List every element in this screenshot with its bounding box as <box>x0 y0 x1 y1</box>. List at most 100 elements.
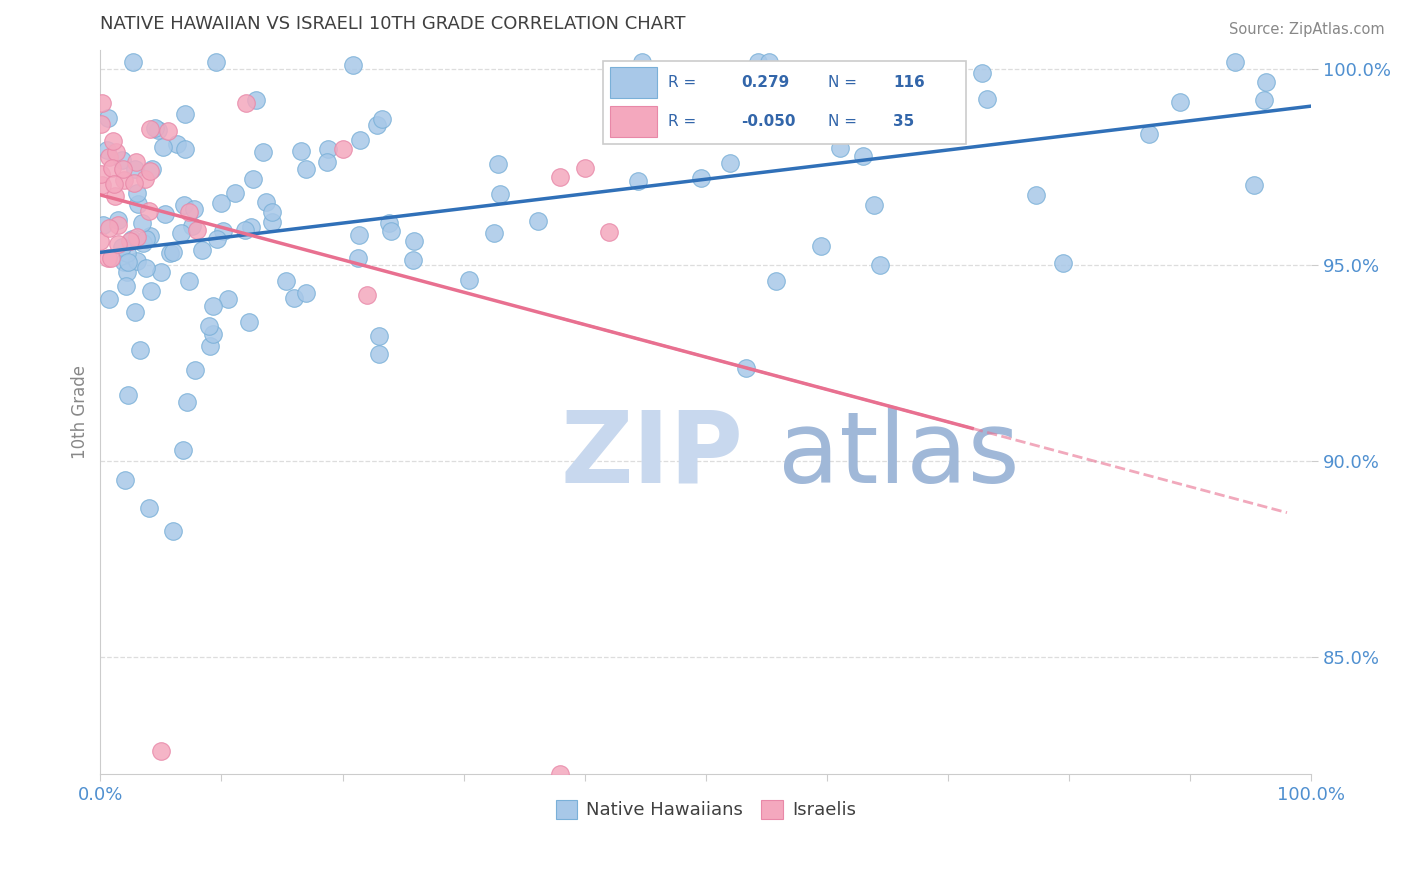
Point <box>758 54 780 69</box>
Text: N =: N = <box>828 75 858 90</box>
Point <box>131 236 153 251</box>
Point <box>402 252 425 267</box>
Point <box>190 243 212 257</box>
Point <box>177 205 200 219</box>
Point <box>198 319 221 334</box>
Point <box>122 176 145 190</box>
Text: 0.279: 0.279 <box>741 75 789 90</box>
Point <box>233 223 256 237</box>
Point <box>120 234 142 248</box>
Point <box>378 216 401 230</box>
Point <box>103 177 125 191</box>
Point <box>526 214 548 228</box>
Point <box>111 153 134 168</box>
Point <box>1253 93 1275 107</box>
Point <box>166 137 188 152</box>
Point <box>139 122 162 136</box>
Point <box>176 395 198 409</box>
Point <box>148 123 170 137</box>
Text: 35: 35 <box>893 114 915 129</box>
Point <box>107 213 129 227</box>
Point <box>97 150 120 164</box>
Point <box>104 145 127 160</box>
Point <box>972 66 994 80</box>
Point <box>149 744 172 758</box>
Point <box>170 226 193 240</box>
Point <box>205 54 228 69</box>
Point <box>111 240 134 254</box>
Point <box>486 157 509 171</box>
Point <box>141 162 163 177</box>
Point <box>149 265 172 279</box>
Point <box>765 274 787 288</box>
Point <box>179 274 201 288</box>
Point <box>117 388 139 402</box>
Point <box>112 162 135 177</box>
Point <box>90 118 112 132</box>
Point <box>484 226 506 240</box>
Point <box>114 474 136 488</box>
Point <box>97 251 120 265</box>
Point <box>862 198 884 212</box>
Point <box>96 144 118 158</box>
Point <box>127 197 149 211</box>
Point <box>349 132 371 146</box>
Point <box>316 142 339 156</box>
Point <box>245 93 267 107</box>
Point <box>114 278 136 293</box>
FancyBboxPatch shape <box>603 61 966 144</box>
FancyBboxPatch shape <box>610 105 658 137</box>
Text: -0.050: -0.050 <box>741 114 796 129</box>
Point <box>91 95 114 110</box>
Text: ZIP: ZIP <box>561 407 744 504</box>
Point <box>100 252 122 266</box>
Point <box>976 92 998 106</box>
Point <box>135 232 157 246</box>
Point <box>869 258 891 272</box>
Y-axis label: 10th Grade: 10th Grade <box>72 365 89 459</box>
Point <box>332 142 354 156</box>
Point <box>276 274 298 288</box>
Point <box>89 234 111 248</box>
Point <box>209 196 232 211</box>
Point <box>127 230 149 244</box>
Point <box>174 107 197 121</box>
Point <box>366 118 388 132</box>
Point <box>367 328 389 343</box>
FancyBboxPatch shape <box>610 67 658 98</box>
Point <box>124 305 146 319</box>
Point <box>371 112 394 126</box>
Text: N =: N = <box>828 114 858 129</box>
Point <box>115 246 138 260</box>
Point <box>217 292 239 306</box>
Text: Source: ZipAtlas.com: Source: ZipAtlas.com <box>1229 22 1385 37</box>
Point <box>1052 256 1074 270</box>
Text: atlas: atlas <box>779 407 1019 504</box>
Point <box>851 149 873 163</box>
Point <box>159 246 181 260</box>
Point <box>121 231 143 245</box>
Text: R =: R = <box>668 114 696 129</box>
Point <box>186 223 208 237</box>
Point <box>173 142 195 156</box>
Point <box>380 224 402 238</box>
Point <box>104 188 127 202</box>
Text: R =: R = <box>668 75 696 90</box>
Point <box>457 273 479 287</box>
Point <box>368 347 391 361</box>
Point <box>90 167 112 181</box>
Point <box>235 95 257 110</box>
Point <box>839 63 862 78</box>
Point <box>98 293 121 307</box>
Point <box>283 291 305 305</box>
Point <box>127 253 149 268</box>
Point <box>97 111 120 125</box>
Point <box>135 260 157 275</box>
Point <box>1223 54 1246 69</box>
Point <box>637 66 659 80</box>
Point <box>810 239 832 253</box>
Point <box>290 145 312 159</box>
Point <box>550 767 572 781</box>
Point <box>294 285 316 300</box>
Point <box>139 229 162 244</box>
